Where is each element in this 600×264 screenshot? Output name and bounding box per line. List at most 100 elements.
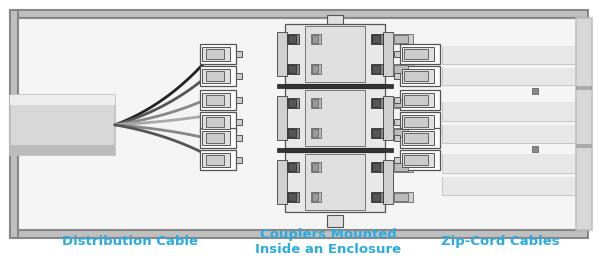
Bar [442, 123, 584, 143]
Bar [383, 32, 393, 76]
Bar [312, 35, 318, 43]
Bar [312, 129, 318, 137]
Bar [200, 44, 236, 64]
Bar [305, 26, 365, 82]
Bar [404, 117, 428, 127]
Bar [287, 34, 299, 44]
Bar [404, 95, 428, 105]
Bar [200, 150, 236, 170]
Bar [371, 162, 383, 172]
Text: Couplers Mounted
Inside an Enclosure: Couplers Mounted Inside an Enclosure [255, 228, 401, 256]
Bar [287, 192, 299, 202]
Bar [576, 144, 592, 148]
Bar [236, 51, 242, 57]
Bar [277, 96, 287, 140]
Bar [288, 193, 296, 201]
Bar [442, 66, 584, 68]
Bar [287, 128, 299, 138]
Bar [236, 97, 242, 103]
Bar [394, 73, 400, 79]
Bar [236, 157, 242, 163]
Bar [371, 34, 383, 44]
Bar [371, 128, 383, 138]
Bar [10, 145, 115, 155]
Bar [394, 129, 408, 137]
Bar [442, 66, 584, 85]
Bar [404, 71, 428, 81]
Bar [10, 10, 588, 18]
Bar [400, 44, 440, 64]
Bar [371, 192, 383, 202]
Bar [312, 193, 318, 201]
Bar [200, 90, 236, 110]
Bar [372, 163, 380, 171]
Bar [383, 96, 393, 140]
Bar [288, 35, 296, 43]
Bar [394, 135, 400, 141]
Bar [311, 162, 321, 172]
Bar [442, 100, 584, 121]
Bar [312, 99, 318, 107]
Bar [394, 119, 400, 125]
Bar [402, 47, 434, 61]
Bar [442, 175, 584, 195]
Bar [394, 157, 400, 163]
Bar [206, 49, 224, 59]
Bar [371, 64, 383, 74]
Bar [206, 71, 224, 81]
Bar [394, 193, 408, 201]
Bar [288, 129, 296, 137]
Bar [288, 99, 296, 107]
Bar [236, 119, 242, 125]
Bar [402, 115, 434, 129]
Bar [285, 152, 385, 212]
Text: Distribution Cable: Distribution Cable [62, 235, 198, 248]
Bar [277, 160, 287, 204]
Bar [393, 192, 413, 202]
Bar [394, 97, 400, 103]
Bar [394, 65, 408, 73]
Bar [404, 133, 428, 143]
Bar [202, 93, 230, 107]
Bar [400, 66, 440, 86]
Bar [394, 99, 408, 107]
Bar [200, 128, 236, 148]
Bar [400, 150, 440, 170]
Bar [277, 84, 393, 88]
Bar [383, 160, 393, 204]
Bar [202, 131, 230, 145]
Bar [311, 192, 321, 202]
Bar [402, 153, 434, 167]
Bar [372, 35, 380, 43]
Bar [532, 88, 538, 94]
Bar [404, 49, 428, 59]
Bar [10, 230, 588, 238]
Bar [402, 69, 434, 83]
Bar [394, 163, 408, 171]
Bar [311, 98, 321, 108]
Bar [442, 44, 584, 46]
Bar [312, 65, 318, 73]
Bar [394, 35, 408, 43]
Bar [285, 88, 385, 148]
Bar [311, 34, 321, 44]
Bar [277, 148, 393, 152]
Bar [311, 128, 321, 138]
Bar [393, 162, 413, 172]
Bar [400, 90, 440, 110]
Bar [288, 163, 296, 171]
Bar [206, 95, 224, 105]
Bar [327, 215, 343, 227]
Bar [393, 34, 413, 44]
Bar [305, 90, 365, 146]
Bar [285, 24, 385, 84]
Bar [327, 15, 343, 27]
Bar [288, 65, 296, 73]
Bar [202, 47, 230, 61]
Bar [404, 155, 428, 165]
Bar [200, 66, 236, 86]
Bar [576, 18, 592, 230]
Bar [400, 128, 440, 148]
Bar [10, 95, 115, 105]
Bar [206, 155, 224, 165]
